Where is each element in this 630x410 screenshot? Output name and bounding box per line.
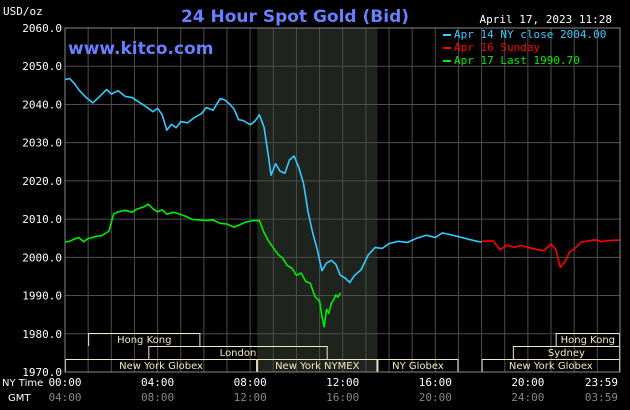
legend-label: Apr 14 NY close 2004.00 — [454, 28, 606, 41]
y-tick-label: 2050.0 — [22, 60, 62, 73]
night-band — [257, 28, 378, 372]
y-tick-label: 2030.0 — [22, 137, 62, 150]
x-tick-label-ny: 08:00 — [234, 376, 267, 389]
grid-lines — [65, 27, 620, 373]
x-tick-label-gmt: 16:00 — [326, 391, 359, 404]
unit-label: USD/oz — [3, 5, 43, 18]
session-label: NY Globex — [392, 361, 444, 372]
session-label: New York Globex — [509, 361, 593, 372]
x-axis: 00:00 04:00 04:00 08:00 08:00 12:00 12:00 16:00… — [2, 376, 618, 404]
x-tick-label-gmt: 12:00 — [234, 391, 267, 404]
y-tick-label: 2000.0 — [22, 251, 62, 264]
ny-time-label: NY Time — [2, 378, 43, 389]
price-series — [64, 77, 621, 328]
session-label: Hong Kong — [117, 335, 171, 346]
y-tick-label: 1980.0 — [22, 328, 62, 341]
y-tick-label: 2010.0 — [22, 213, 62, 226]
legend-label: Apr 17 Last 1990.70 — [454, 54, 580, 67]
legend-label: Apr 16 Sunday — [454, 41, 540, 54]
x-tick-label-gmt: 24:00 — [511, 391, 544, 404]
session-label: New York Globex — [119, 361, 203, 372]
session-label: London — [220, 348, 257, 359]
plot-frame — [64, 27, 621, 373]
x-tick-label-ny: 00:00 — [48, 376, 81, 389]
x-tick-label-gmt: 20:00 — [419, 391, 452, 404]
series-line — [64, 203, 342, 328]
y-tick-label: 1970.0 — [22, 366, 62, 379]
timestamp: April 17, 2023 11:28 — [480, 13, 612, 26]
session-label: New York NYMEX — [275, 361, 360, 372]
session-label: Hong Kong — [561, 335, 615, 346]
y-tick-label: 1990.0 — [22, 290, 62, 303]
gmt-label: GMT — [8, 393, 31, 404]
series-line — [64, 77, 482, 284]
y-tick-label: 2060.0 — [22, 22, 62, 35]
x-tick-label-ny: 16:00 — [419, 376, 452, 389]
session-label: Sydney — [548, 348, 585, 359]
y-tick-label: 2040.0 — [22, 98, 62, 111]
x-tick-label-ny: 12:00 — [326, 376, 359, 389]
chart-title: 24 Hour Spot Gold (Bid) — [181, 7, 409, 27]
y-tick-label: 2020.0 — [22, 175, 62, 188]
x-tick-label-ny: 20:00 — [511, 376, 544, 389]
series-line — [481, 239, 621, 269]
x-tick-label-gmt: 08:00 — [141, 391, 174, 404]
x-tick-label-ny: 04:00 — [141, 376, 174, 389]
x-tick-label-gmt: 03:59 — [585, 391, 618, 404]
watermark: www.kitco.com — [68, 39, 213, 59]
x-tick-label-ny: 23:59 — [585, 376, 618, 389]
market-sessions: Hong Kong Hong Kong London Sydney New York G… — [65, 333, 620, 372]
x-tick-label-gmt: 04:00 — [48, 391, 81, 404]
y-axis: 2060.0 2050.0 2040.0 2030.0 2020.0 2010.0 2000… — [22, 22, 62, 379]
